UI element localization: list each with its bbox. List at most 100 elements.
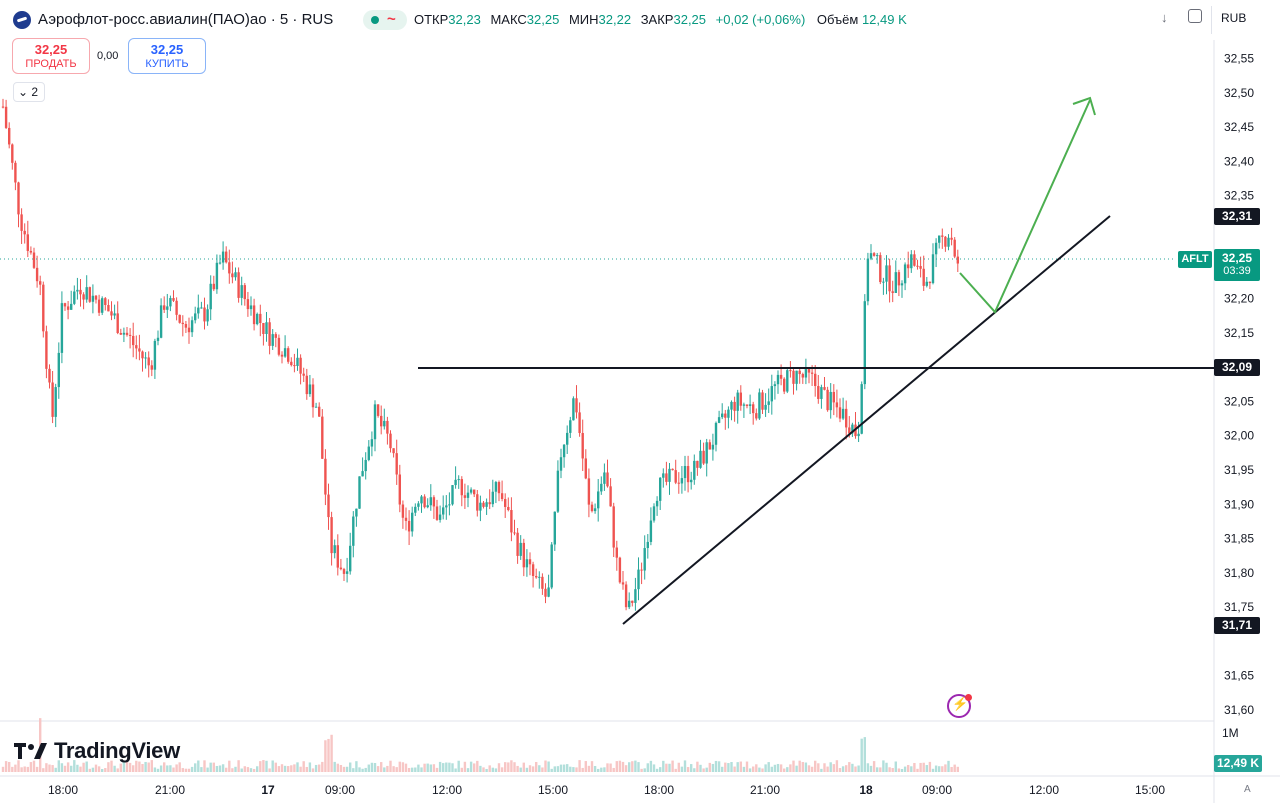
candle-body	[404, 517, 408, 521]
volume-bar	[907, 764, 910, 772]
volume-bar	[79, 766, 82, 772]
volume-bar	[956, 766, 959, 772]
candle-body	[54, 387, 57, 417]
candle-body	[423, 496, 426, 508]
candle-body	[764, 404, 767, 410]
volume-bar	[327, 738, 330, 772]
candle-body	[305, 375, 308, 395]
volume-bar	[851, 763, 854, 772]
candle-body	[215, 262, 219, 290]
candle-body	[792, 370, 795, 384]
candle-body	[135, 345, 138, 349]
candle-body	[575, 398, 578, 413]
candle-body	[541, 576, 544, 589]
symbol-title[interactable]: Аэрофлот-росс.авиалин(ПАО)ао · 5 · RUS	[38, 11, 334, 28]
candle-body	[454, 479, 457, 486]
volume-bar	[786, 767, 789, 772]
ohlc-high-key: МАКС	[490, 12, 527, 27]
candle-body	[190, 320, 194, 333]
volume-bar	[187, 768, 191, 772]
candle-body	[302, 373, 305, 376]
candle-body	[330, 517, 333, 554]
volume-bar	[215, 765, 219, 772]
y-tick-label: 31,65	[1224, 669, 1254, 683]
candle-body	[662, 473, 665, 478]
download-arrow-icon[interactable]: ↓	[1161, 10, 1168, 25]
volume-bar	[311, 768, 315, 772]
candle-body	[265, 322, 268, 334]
candle-body	[711, 444, 715, 450]
volume-bar	[404, 763, 408, 772]
candle-body	[683, 466, 687, 479]
candle-body	[110, 311, 113, 316]
volume-bar	[519, 767, 522, 772]
candle-body	[104, 298, 107, 306]
volume-bar	[510, 760, 513, 772]
buy-button[interactable]: 32,25 КУПИТЬ	[128, 38, 206, 74]
candle-body	[820, 387, 823, 399]
volume-bar	[318, 764, 321, 772]
volume-bar	[414, 767, 417, 772]
volume-bar	[652, 764, 656, 772]
candle-body	[928, 281, 932, 284]
volume-key: Объём	[816, 12, 859, 27]
market-status[interactable]: ~	[363, 10, 407, 30]
volume-bar	[184, 768, 188, 772]
candle-body	[562, 444, 566, 458]
currency-button[interactable]: RUB	[1221, 11, 1247, 25]
volume-bar	[386, 765, 389, 772]
volume-bar	[854, 766, 857, 772]
sell-button[interactable]: 32,25 ПРОДАТЬ	[12, 38, 90, 74]
volume-bar	[280, 764, 284, 772]
candle-body	[717, 417, 721, 423]
volume-bar	[454, 768, 457, 772]
candle-body	[466, 492, 470, 498]
candle-body	[218, 262, 222, 264]
volume-bar	[690, 764, 693, 772]
volume-bar	[181, 768, 184, 772]
volume-bar	[373, 763, 377, 772]
volume-bar	[345, 766, 349, 772]
volume-bar	[45, 763, 48, 772]
lightning-icon[interactable]	[947, 694, 972, 718]
candle-body	[950, 237, 953, 240]
volume-bar	[147, 762, 150, 772]
volume-bar	[293, 764, 296, 772]
candle-body	[699, 450, 702, 468]
candle-body	[593, 508, 597, 512]
indicators-toggle[interactable]: ⌄ 2	[13, 82, 45, 102]
volume-bar	[699, 764, 702, 772]
candle-body	[640, 569, 643, 571]
volume-bar	[429, 764, 432, 772]
volume-bar	[801, 762, 804, 772]
chart-header: Аэрофлот-росс.авиалин(ПАО)ао · 5 · RUS ~…	[0, 0, 1246, 40]
candle-body	[94, 295, 98, 300]
volume-bar	[107, 762, 110, 772]
auto-scale-button[interactable]: A	[1244, 784, 1251, 795]
candle-body	[23, 230, 26, 235]
volume-bar	[336, 763, 339, 772]
candle-body	[621, 582, 625, 585]
candle-body	[125, 332, 129, 335]
support-trend-line	[622, 215, 1111, 625]
volume-bar	[63, 765, 67, 772]
candle-body	[507, 506, 510, 511]
volume-bar	[755, 764, 758, 772]
candle-body	[221, 251, 225, 263]
volume-bar	[522, 762, 525, 772]
candle-body	[876, 255, 879, 257]
candle-body	[488, 502, 491, 505]
candle-body	[8, 127, 11, 145]
candle-body	[690, 479, 693, 483]
candle-body	[42, 284, 45, 332]
maximize-icon[interactable]	[1188, 9, 1202, 23]
volume-bar	[482, 767, 485, 772]
volume-bar	[708, 762, 711, 772]
candle-body	[101, 298, 104, 313]
x-tick-label: 17	[261, 783, 275, 797]
volume-bar	[153, 767, 157, 772]
candle-body	[587, 478, 591, 505]
candle-body	[739, 392, 742, 406]
volume-bar	[913, 762, 916, 772]
